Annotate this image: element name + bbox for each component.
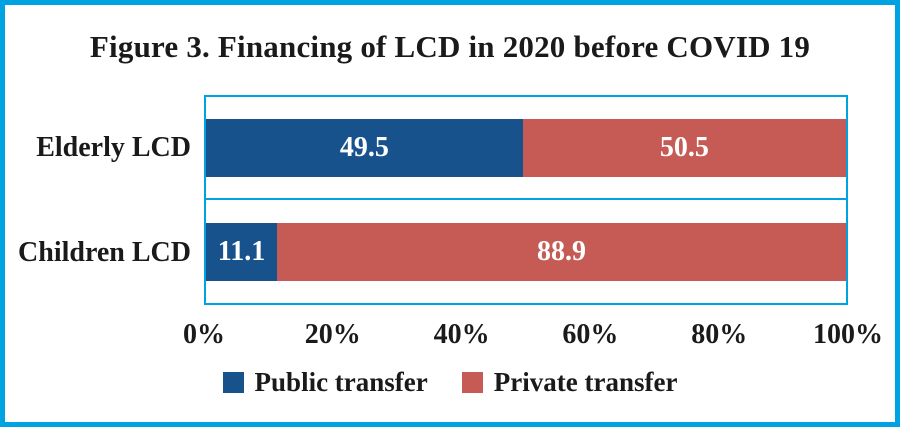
legend-item-private-transfer: Private transfer bbox=[461, 367, 678, 398]
chart-title: Figure 3. Financing of LCD in 2020 befor… bbox=[89, 29, 811, 64]
legend-item-public-transfer: Public transfer bbox=[222, 367, 428, 398]
x-tick-label-40: 40% bbox=[433, 319, 490, 350]
bar-row-children-lcd: 11.1 88.9 bbox=[206, 200, 846, 303]
x-tick-label-80: 80% bbox=[691, 319, 748, 350]
stacked-bar-children: 11.1 88.9 bbox=[206, 222, 846, 281]
bar-segment-private-elderly: 50.5 bbox=[522, 118, 846, 177]
category-label-elderly-lcd: Elderly LCD bbox=[36, 131, 191, 163]
plot-area: 49.5 50.5 11.1 88.9 bbox=[204, 95, 848, 305]
x-tick-label-0: 0% bbox=[183, 319, 225, 350]
category-label-children-lcd: Children LCD bbox=[18, 236, 191, 268]
bar-segment-public-children: 11.1 bbox=[206, 222, 278, 281]
bar-value-private-elderly: 50.5 bbox=[659, 131, 709, 163]
x-tick-label-20: 20% bbox=[304, 319, 361, 350]
legend: Public transfer Private transfer bbox=[5, 367, 895, 398]
x-axis: 0% 20% 40% 60% 80% 100% bbox=[183, 319, 883, 359]
bar-value-public-children: 11.1 bbox=[217, 235, 266, 267]
x-tick-label-100: 100% bbox=[813, 319, 883, 350]
legend-label-public-transfer: Public transfer bbox=[254, 367, 428, 397]
bar-segment-public-elderly: 49.5 bbox=[206, 118, 523, 177]
bar-value-private-children: 88.9 bbox=[537, 235, 586, 267]
legend-label-private-transfer: Private transfer bbox=[493, 367, 678, 397]
public-transfer-swatch-icon bbox=[222, 372, 244, 393]
stacked-bar-elderly: 49.5 50.5 bbox=[206, 118, 846, 177]
private-transfer-swatch-icon bbox=[461, 372, 483, 393]
bar-value-public-elderly: 49.5 bbox=[339, 131, 389, 163]
bar-row-elderly-lcd: 49.5 50.5 bbox=[206, 97, 846, 200]
bar-segment-private-children: 88.9 bbox=[277, 222, 846, 281]
x-tick-label-60: 60% bbox=[562, 319, 619, 350]
